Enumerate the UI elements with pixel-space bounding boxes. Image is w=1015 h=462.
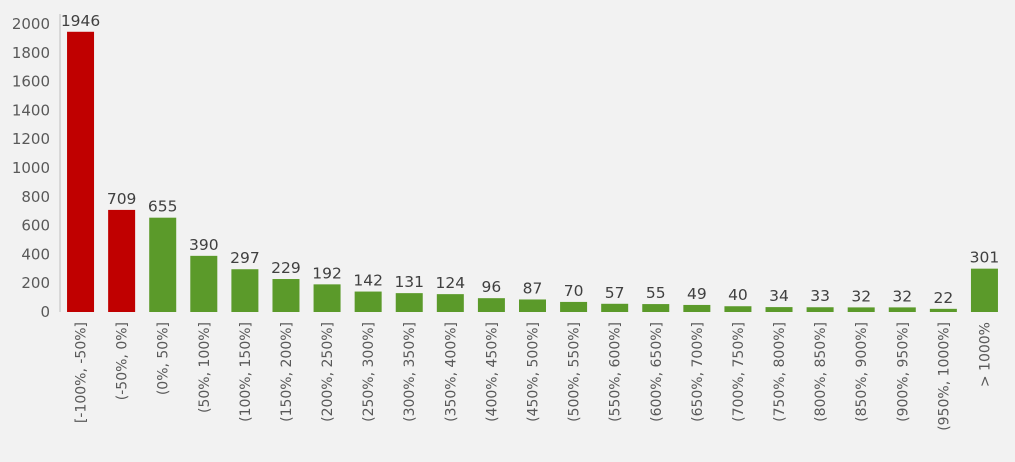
bar <box>190 255 218 312</box>
x-category-label: > 1000% <box>977 322 993 387</box>
data-label: 124 <box>436 274 466 292</box>
y-tick-label: 1000 <box>12 159 50 177</box>
data-label: 57 <box>605 284 625 302</box>
data-label: 96 <box>482 278 502 296</box>
bar <box>149 217 177 312</box>
y-tick-label: 400 <box>21 245 50 263</box>
data-label: 192 <box>312 264 342 282</box>
x-category-label: (600%, 650%] <box>649 322 665 422</box>
x-category-label: [-100%, -50%] <box>74 322 90 423</box>
data-label: 40 <box>728 286 748 304</box>
y-tick-label: 1400 <box>12 101 50 119</box>
bar <box>929 308 957 312</box>
data-label: 55 <box>646 284 666 302</box>
x-category-label: (150%, 200%] <box>279 322 295 422</box>
x-category-label: (550%, 600%] <box>608 322 624 422</box>
data-label: 22 <box>934 289 954 307</box>
bar <box>436 294 464 312</box>
x-category-label: (400%, 450%] <box>484 322 500 422</box>
data-label: 70 <box>564 282 584 300</box>
bars <box>67 31 998 312</box>
bar <box>477 298 505 312</box>
y-tick-label: 200 <box>21 274 50 292</box>
data-label: 131 <box>394 273 424 291</box>
x-axis: [-100%, -50%] (-50%, 0%] (0%, 50%] (50%, 10… <box>74 322 994 431</box>
data-label: 297 <box>230 249 260 267</box>
y-tick-label: 1600 <box>12 73 50 91</box>
x-category-label: (350%, 400%] <box>443 322 459 422</box>
y-tick-label: 800 <box>21 188 50 206</box>
x-category-label: (900%, 950%] <box>895 322 911 422</box>
x-category-label: (950%, 1000%] <box>936 322 952 431</box>
y-tick-label: 1800 <box>12 44 50 62</box>
x-category-label: (450%, 500%] <box>526 322 542 422</box>
x-category-label: (50%, 100%] <box>197 322 213 413</box>
bar <box>601 303 629 312</box>
bar <box>970 268 998 312</box>
x-category-label: (300%, 350%] <box>402 322 418 422</box>
y-tick-label: 0 <box>40 303 50 321</box>
bar <box>683 304 711 312</box>
x-category-label: (700%, 750%] <box>731 322 747 422</box>
data-label: 390 <box>189 236 219 254</box>
x-category-label: (800%, 850%] <box>813 322 829 422</box>
bar <box>519 299 546 312</box>
data-label: 142 <box>353 272 383 290</box>
data-label: 32 <box>892 287 912 305</box>
x-category-label: (0%, 50%] <box>156 322 172 395</box>
y-tick-label: 1200 <box>12 130 50 148</box>
x-category-label: (-50%, 0%] <box>115 322 131 400</box>
bar <box>395 293 423 312</box>
data-label: 32 <box>851 287 871 305</box>
bar <box>108 209 136 312</box>
data-label: 87 <box>523 279 543 297</box>
bar <box>560 301 588 312</box>
bar <box>806 307 834 312</box>
bar <box>847 307 875 312</box>
bar <box>642 304 670 312</box>
bar <box>888 307 916 312</box>
x-category-label: (200%, 250%] <box>320 322 336 422</box>
x-category-label: (100%, 150%] <box>238 322 254 422</box>
data-label: 34 <box>769 287 789 305</box>
y-axis: 0 200 400 600 800 1000 1200 1400 1600 1800 2000 <box>12 14 61 321</box>
data-label: 655 <box>148 198 178 216</box>
data-label: 301 <box>970 249 1000 267</box>
data-label: 33 <box>810 287 830 305</box>
bar <box>313 284 341 312</box>
data-label: 49 <box>687 285 707 303</box>
x-category-label: (650%, 700%] <box>690 322 706 422</box>
bar <box>724 306 752 312</box>
x-category-label: (750%, 800%] <box>772 322 788 422</box>
data-labels: 1946 709 655 390 297 229 192 142 131 124 96 87 70 57 5… <box>61 12 999 307</box>
x-category-label: (500%, 550%] <box>567 322 583 422</box>
data-label: 1946 <box>61 12 100 30</box>
bar <box>231 269 259 312</box>
x-category-label: (850%, 900%] <box>854 322 870 422</box>
y-tick-label: 2000 <box>12 15 50 33</box>
bar <box>765 307 793 312</box>
y-tick-label: 600 <box>21 217 50 235</box>
data-label: 229 <box>271 259 301 277</box>
data-label: 709 <box>107 190 137 208</box>
bar <box>354 291 382 312</box>
bar <box>67 31 95 312</box>
x-category-label: (250%, 300%] <box>361 322 377 422</box>
bar <box>272 279 300 312</box>
